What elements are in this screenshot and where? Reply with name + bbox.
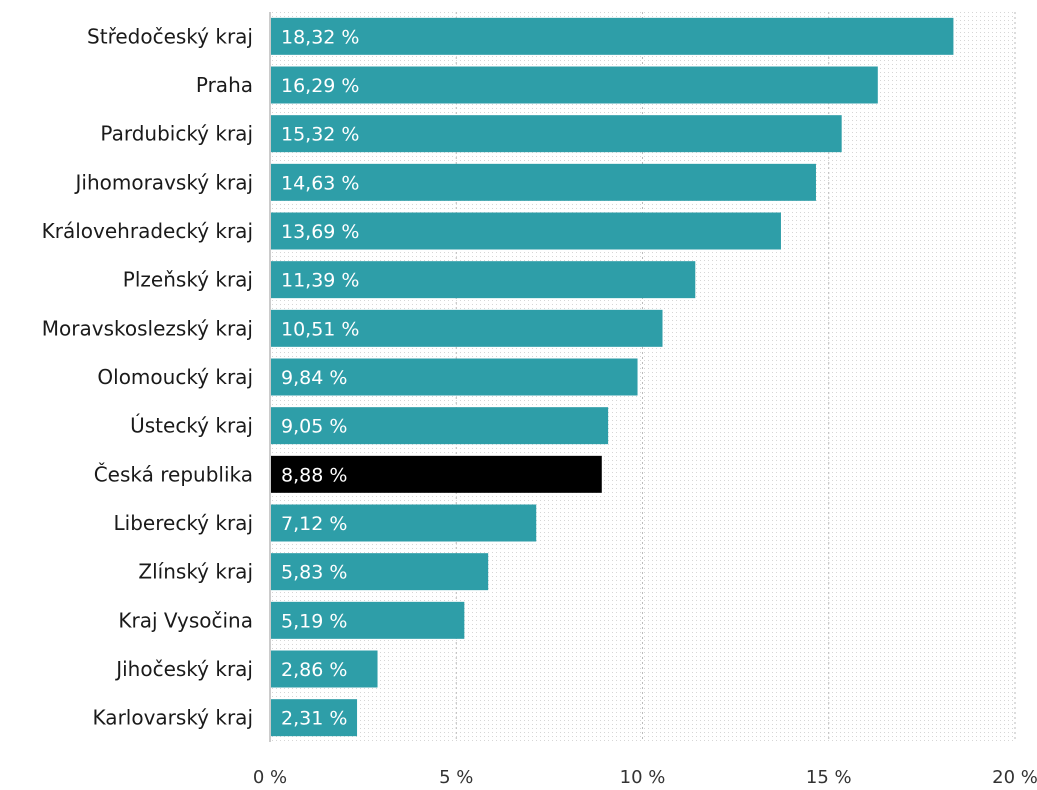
bar (271, 163, 816, 201)
category-label: Moravskoslezský kraj (42, 316, 253, 340)
bar (271, 17, 954, 55)
value-label: 18,32 % (281, 26, 360, 48)
category-label: Česká republika (94, 462, 253, 486)
category-label: Liberecký kraj (114, 511, 253, 535)
category-labels: Středočeský kraj Praha Pardubický kraj Jiho… (42, 24, 253, 729)
x-tick-label: 20 % (992, 767, 1037, 788)
value-label: 9,05 % (281, 416, 347, 438)
category-label: Jihočeský kraj (114, 657, 253, 681)
value-label: 8,88 % (281, 464, 347, 486)
bar (271, 309, 663, 347)
x-tick-label: 0 % (253, 767, 287, 788)
bar (271, 699, 358, 737)
category-label: Pardubický kraj (100, 122, 253, 146)
bar (271, 504, 537, 542)
value-label: 2,31 % (281, 708, 347, 730)
bar (271, 261, 696, 299)
value-label: 10,51 % (281, 318, 360, 340)
value-label: 5,83 % (281, 562, 347, 584)
value-labels: 18,32 % 16,29 % 15,32 % 14,63 % 13,69 % 11,39… (281, 26, 360, 729)
value-label: 16,29 % (281, 75, 360, 97)
x-tick-label: 10 % (620, 767, 666, 788)
x-axis-tick-labels: 0 % 5 % 10 % 15 % 20 % (253, 767, 1037, 788)
bar (271, 115, 842, 153)
category-label: Praha (196, 73, 253, 97)
x-tick-label: 5 % (439, 767, 473, 788)
category-label: Olomoucký kraj (97, 365, 253, 389)
bar (271, 358, 638, 396)
value-label: 14,63 % (281, 172, 360, 194)
value-label: 11,39 % (281, 270, 360, 292)
category-label: Královehradecký kraj (42, 219, 253, 243)
value-label: 9,84 % (281, 367, 347, 389)
bar (271, 407, 609, 445)
category-label: Středočeský kraj (87, 24, 253, 48)
category-label: Zlínský kraj (138, 560, 253, 584)
category-label: Plzeňský kraj (123, 268, 253, 292)
category-label: Jihomoravský kraj (74, 170, 254, 194)
bar (271, 66, 878, 104)
bar (271, 212, 781, 250)
category-label: Ústecký kraj (130, 414, 253, 438)
bar (271, 650, 378, 688)
category-label: Kraj Vysočina (118, 608, 253, 632)
bars (271, 17, 954, 737)
category-label: Karlovarský kraj (93, 706, 253, 730)
value-label: 2,86 % (281, 659, 347, 681)
bar-highlight (271, 455, 602, 493)
value-label: 15,32 % (281, 124, 360, 146)
value-label: 5,19 % (281, 610, 347, 632)
x-tick-label: 15 % (806, 767, 852, 788)
bar (271, 601, 465, 639)
bar (271, 553, 489, 591)
value-label: 7,12 % (281, 513, 347, 535)
value-label: 13,69 % (281, 221, 360, 243)
